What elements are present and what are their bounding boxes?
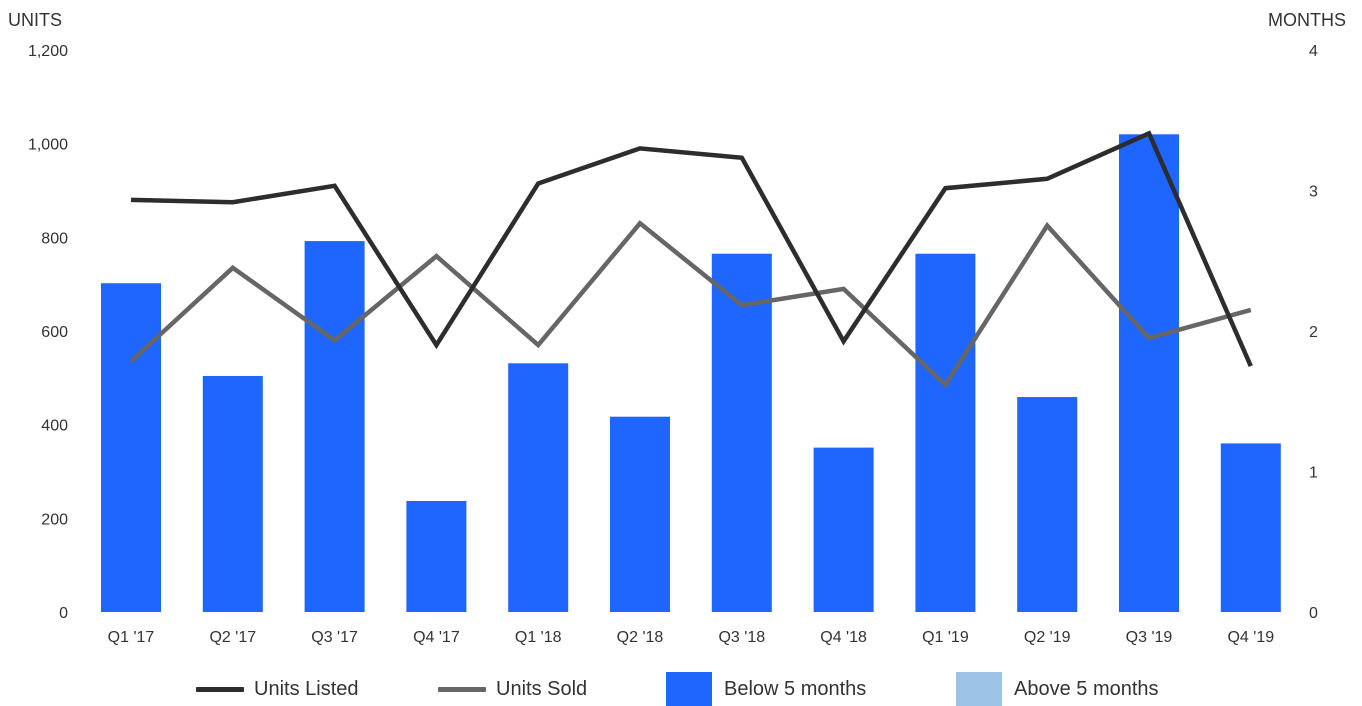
line-units-listed	[130, 130, 1253, 368]
legend-swatch-below-5-months	[666, 672, 712, 706]
right-tick-label: 2	[1309, 324, 1318, 341]
bar-below-5-months	[406, 501, 467, 612]
legend-label-units-listed: Units Listed	[254, 677, 359, 700]
x-tick-label: Q4 '19	[1227, 629, 1274, 646]
right-tick-label: 3	[1309, 184, 1318, 201]
legend-swatch-above-5-months	[956, 672, 1002, 706]
legend-label-units-sold: Units Sold	[496, 677, 588, 700]
line-series	[129, 130, 1253, 389]
bar-below-5-months	[202, 375, 263, 612]
x-tick-label: Q2 '17	[209, 629, 256, 646]
legend-swatch-units-sold	[438, 686, 486, 692]
x-tick-label: Q1 '19	[922, 629, 969, 646]
legend: Units Listed Units Sold Below 5 months A…	[0, 672, 1362, 706]
bar-below-5-months	[711, 253, 772, 612]
right-tick-label: 1	[1309, 465, 1318, 482]
left-tick-label: 1,000	[28, 137, 68, 154]
bars-below-5-months	[101, 134, 1281, 613]
legend-item-above-5-months: Above 5 months	[956, 672, 1159, 706]
legend-item-below-5-months: Below 5 months	[666, 672, 867, 706]
left-tick-label: 200	[41, 511, 68, 528]
bar-below-5-months	[610, 416, 670, 612]
legend-item-units-listed: Units Listed	[196, 674, 359, 704]
bar-below-5-months	[915, 253, 976, 612]
bar-below-5-months	[1220, 443, 1281, 612]
legend-item-units-sold: Units Sold	[438, 674, 587, 704]
x-tick-label: Q4 '17	[413, 629, 460, 646]
legend-swatch-units-listed	[196, 686, 244, 692]
left-tick-label: 400	[41, 418, 68, 435]
x-tick-label: Q2 '19	[1024, 629, 1071, 646]
bar-below-5-months	[1017, 397, 1078, 612]
legend-label-below-5-months: Below 5 months	[724, 677, 867, 700]
left-axis-title: UNITS	[8, 10, 62, 30]
bar-below-5-months	[101, 283, 161, 612]
chart: UNITS MONTHS 0 200 400 600 800 1,000 1,200 0 1 2…	[8, 10, 1346, 646]
left-tick-label: 800	[41, 230, 68, 247]
x-tick-label: Q3 '18	[718, 629, 765, 646]
left-axis-ticks: 0 200 400 600 800 1,000 1,200	[28, 43, 68, 622]
bar-below-5-months	[508, 363, 569, 612]
x-tick-label: Q3 '17	[311, 629, 358, 646]
bar-below-5-months	[304, 241, 365, 612]
x-tick-label: Q4 '18	[820, 629, 867, 646]
line-units-sold	[129, 220, 1252, 389]
x-axis-ticks: Q1 '17 Q2 '17 Q3 '17 Q4 '17 Q1 '18 Q2 '18 Q3 '…	[108, 629, 1275, 646]
right-tick-label: 0	[1309, 605, 1318, 622]
bar-below-5-months	[1119, 134, 1179, 613]
left-tick-label: 600	[41, 324, 68, 341]
x-tick-label: Q1 '18	[515, 629, 562, 646]
x-tick-label: Q1 '17	[108, 629, 155, 646]
right-axis-title: MONTHS	[1268, 10, 1346, 30]
legend-label-above-5-months: Above 5 months	[1014, 677, 1159, 700]
left-tick-label: 1,200	[28, 43, 68, 60]
right-axis-ticks: 0 1 2 3 4	[1309, 43, 1318, 622]
left-tick-label: 0	[59, 605, 68, 622]
x-tick-label: Q2 '18	[617, 629, 664, 646]
x-tick-label: Q3 '19	[1126, 629, 1173, 646]
bar-below-5-months	[813, 447, 874, 612]
right-tick-label: 4	[1309, 43, 1318, 60]
